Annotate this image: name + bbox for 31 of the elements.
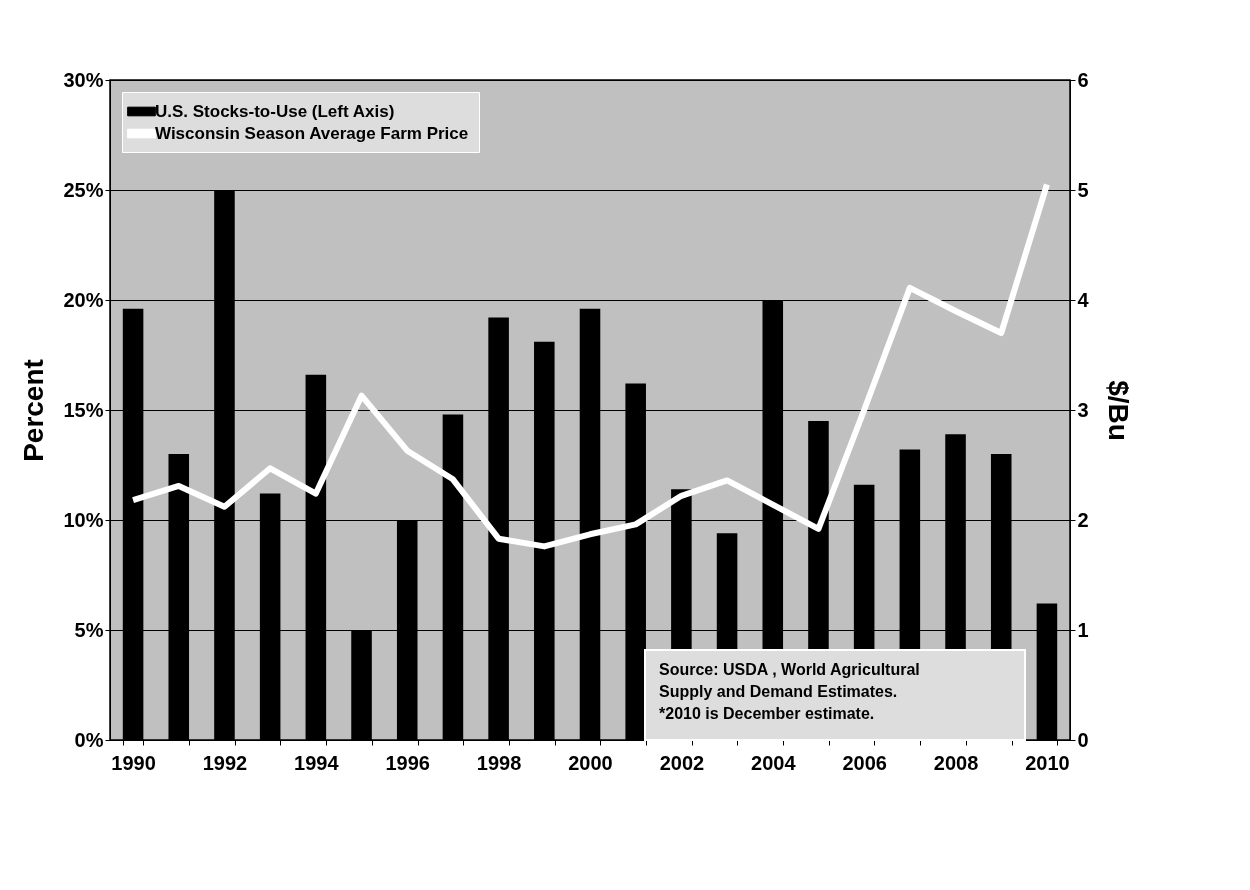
legend-label: U.S. Stocks-to-Use (Left Axis) xyxy=(155,101,395,121)
y-axis-title: Percent xyxy=(18,359,50,462)
x-tick-label: 1992 xyxy=(202,751,248,774)
x-tick-label: 2004 xyxy=(751,751,797,774)
y2-tick-label: 5 xyxy=(1077,178,1089,201)
y2-axis-title: $/Bu xyxy=(1102,380,1134,441)
x-tick-label: 2002 xyxy=(659,751,705,774)
y2-tick-label: 1 xyxy=(1077,618,1089,641)
x-tick-label: 2010 xyxy=(1025,751,1070,774)
y-tick-label: 30% xyxy=(63,68,104,91)
annotation: Source: USDA , World Agricultural Supply and Demand Estimates. xyxy=(659,661,920,700)
annotation: *2010 is December estimate. xyxy=(659,705,875,722)
legend-label: Wisconsin Season Average Farm Price xyxy=(155,123,469,143)
y2-tick-label: 4 xyxy=(1077,288,1090,311)
y2-tick-label: 3 xyxy=(1077,398,1089,421)
x-tick-label: 2000 xyxy=(568,751,613,774)
y-tick-label: 15% xyxy=(63,398,104,421)
x-tick-label: 1998 xyxy=(476,751,522,774)
y2-tick-label: 0 xyxy=(1077,728,1089,751)
y2-tick-label: 6 xyxy=(1077,68,1089,91)
x-tick-label: 2008 xyxy=(933,751,979,774)
y-tick-label: 0% xyxy=(74,728,104,751)
x-tick-label: 1990 xyxy=(111,751,156,774)
x-tick-label: 1994 xyxy=(294,751,340,774)
x-tick-label: 1996 xyxy=(385,751,430,774)
y-tick-label: 5% xyxy=(74,618,104,641)
x-tick-label: 2006 xyxy=(842,751,887,774)
y-tick-label: 20% xyxy=(63,288,104,311)
y-tick-label: 25% xyxy=(63,178,104,201)
y-tick-label: 10% xyxy=(63,508,104,531)
y2-tick-label: 2 xyxy=(1077,508,1089,531)
